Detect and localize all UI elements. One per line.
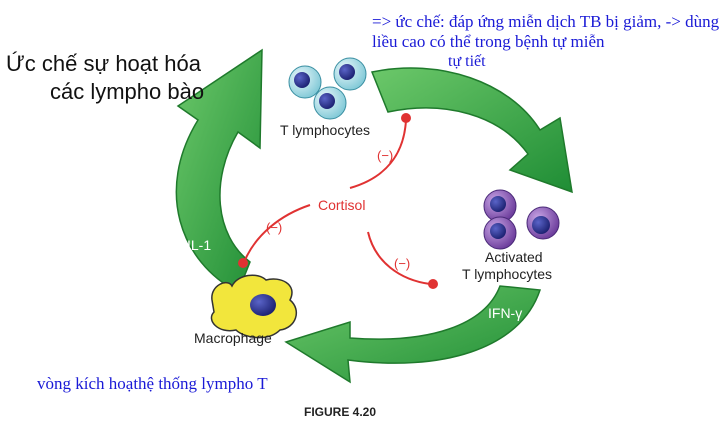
label-cortisol: Cortisol xyxy=(318,197,365,213)
inhibit-sign-activated: (−) xyxy=(394,256,410,271)
slide-title: Ức chế sự hoạt hóa các lympho bào xyxy=(6,50,266,106)
t-cell-nucleus xyxy=(294,72,310,88)
t-cell-nucleus xyxy=(319,93,335,109)
figure-caption: FIGURE 4.20 xyxy=(304,405,377,419)
inhibit-dot-activated xyxy=(428,279,438,289)
note-overlap: tự tiết xyxy=(448,53,486,70)
arrow-il1 xyxy=(175,48,263,294)
label-ifn: IFN-γ xyxy=(488,305,522,321)
note-bottom: vòng kích hoạthệ thống lympho T xyxy=(37,374,268,393)
activated-t-cells xyxy=(483,189,560,250)
arrow-ifn xyxy=(284,285,542,384)
inhibit-line-t xyxy=(349,119,407,189)
label-macrophage: Macrophage xyxy=(194,330,272,346)
inhibit-dot-t xyxy=(401,113,411,123)
note-top: => ức chế: đáp ứng miễn dịch TB bị giảm,… xyxy=(372,12,720,51)
label-activated: Activated xyxy=(485,249,543,265)
inhibit-sign-macrophage: (−) xyxy=(266,220,282,235)
t-lymphocyte-cells xyxy=(288,57,367,120)
label-t-lymphocytes: T lymphocytes xyxy=(280,122,370,138)
inhibit-dot-macrophage xyxy=(238,258,248,268)
inhibit-line-activated xyxy=(367,231,431,285)
macrophage-nucleus xyxy=(250,294,276,316)
label-activated-t: T lymphocytes xyxy=(462,266,552,282)
inhibit-sign-t: (−) xyxy=(377,148,393,163)
cortisol-inhibition xyxy=(238,113,438,289)
t-cell-nucleus xyxy=(339,64,355,80)
title-line-2: các lympho bào xyxy=(50,79,205,104)
arrow-activation xyxy=(370,67,573,194)
inhibit-line-macrophage xyxy=(244,204,311,261)
title-line-1: Ức chế sự hoạt hóa xyxy=(6,51,201,76)
activated-cell-nucleus xyxy=(490,223,506,239)
activated-cell-nucleus xyxy=(532,216,550,234)
label-il1: IL-1 xyxy=(187,237,211,253)
activated-cell-nucleus xyxy=(490,196,506,212)
